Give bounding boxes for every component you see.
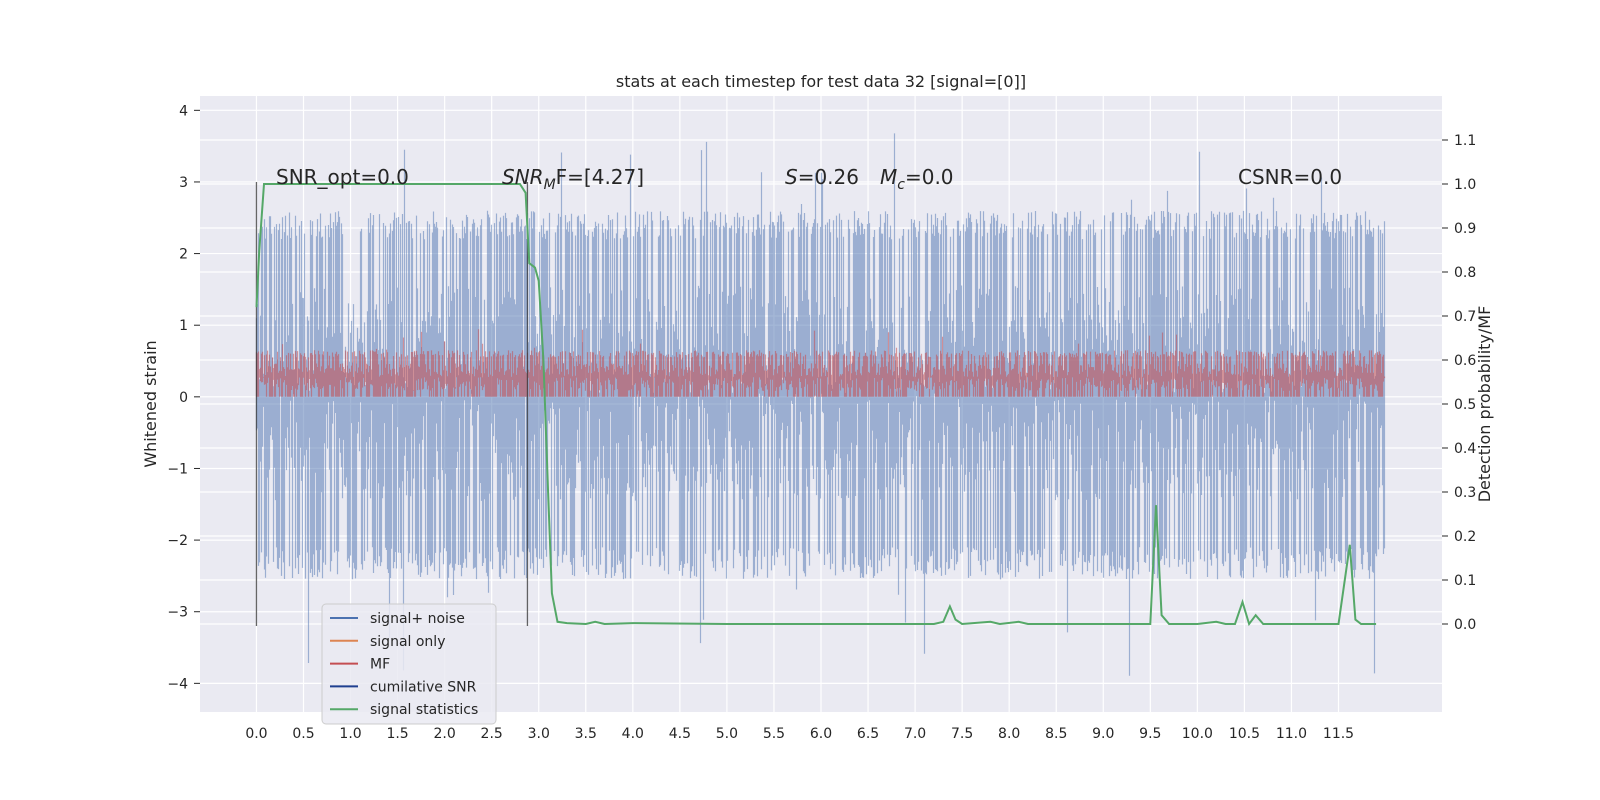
- series-line-signal-statistics: [255, 183, 1377, 627]
- y-right-tick-label: 0.3: [1454, 485, 1476, 501]
- legend-box: [321, 603, 497, 725]
- y-left-tick-label: −2: [167, 533, 188, 549]
- y-right-tick-label: 1.1: [1454, 133, 1476, 149]
- chart-title: stats at each timestep for test data 32 …: [616, 72, 1026, 91]
- x-tick-label: 9.5: [1139, 726, 1161, 742]
- x-tick-label: 9.0: [1092, 726, 1114, 742]
- y-right-tick-label: 0.8: [1454, 265, 1476, 281]
- y-left-tick-label: 2: [179, 247, 188, 263]
- annotation-csnr: CSNR=0.0: [1238, 165, 1342, 189]
- x-axis-ticks: 0.0 0.5 1.0 1.5 2.0 2.5 3.0 3.5 4.0 4.5 5.0 5.5 6.0 6…: [245, 726, 1354, 742]
- y-left-tick-label: 0: [179, 390, 188, 406]
- annotation-snr-mf: SNRMF=[4.27]: [502, 165, 644, 193]
- x-tick-label: 3.0: [528, 726, 550, 742]
- x-tick-label: 4.5: [669, 726, 691, 742]
- y-left-tick-label: 3: [179, 175, 188, 191]
- x-tick-label: 6.5: [857, 726, 879, 742]
- legend-label: signal statistics: [370, 702, 478, 718]
- x-tick-label: 0.0: [245, 726, 267, 742]
- y-right-tick-label: 0.1: [1454, 573, 1476, 589]
- x-tick-label: 7.0: [904, 726, 926, 742]
- x-tick-label: 8.0: [998, 726, 1020, 742]
- x-tick-label: 5.0: [716, 726, 738, 742]
- x-tick-label: 2.0: [434, 726, 456, 742]
- x-tick-label: 10.5: [1229, 726, 1260, 742]
- x-tick-label: 4.0: [622, 726, 644, 742]
- x-tick-label: 11.5: [1323, 726, 1354, 742]
- x-tick-label: 2.5: [481, 726, 503, 742]
- legend: signal+ noise signal only MF cumilative SNR…: [321, 603, 497, 725]
- x-tick-label: 8.5: [1045, 726, 1067, 742]
- y-right-tick-label: 1.0: [1454, 177, 1476, 193]
- annotation-s-stat: S=0.26: [785, 165, 859, 189]
- y-left-tick-label: −1: [167, 461, 188, 477]
- x-tick-label: 0.5: [292, 726, 314, 742]
- x-tick-label: 7.5: [951, 726, 973, 742]
- annotation-mc: Mc=0.0: [880, 165, 954, 193]
- vertical-markers: [255, 181, 529, 627]
- y-right-tick-label: 0.0: [1454, 617, 1476, 633]
- y-right-tick-label: 0.2: [1454, 529, 1476, 545]
- y-right-tick-label: 0.6: [1454, 353, 1476, 369]
- y-left-tick-label: −4: [167, 676, 188, 692]
- y-left-tick-label: 1: [179, 318, 188, 334]
- y-left-tick-label: −3: [167, 605, 188, 621]
- y-right-tick-label: 0.4: [1454, 441, 1476, 457]
- y-right-tick-label: 0.7: [1454, 309, 1476, 325]
- x-tick-label: 5.5: [763, 726, 785, 742]
- x-tick-label: 6.0: [810, 726, 832, 742]
- annotation-snr-opt: SNR_opt=0.0: [276, 165, 409, 189]
- x-tick-label: 10.0: [1182, 726, 1213, 742]
- x-tick-label: 3.5: [575, 726, 597, 742]
- legend-label: signal+ noise: [370, 611, 465, 627]
- y-axis-left-label: Whitened strain: [141, 340, 160, 467]
- legend-label: cumilative SNR: [370, 679, 477, 695]
- x-tick-label: 11.0: [1276, 726, 1307, 742]
- y-axis-right-ticks: 1.1 1.0 0.9 0.8 0.7 0.6 0.5 0.4 0.3 0.2 0.1 0.0: [1442, 133, 1476, 633]
- legend-label: MF: [370, 657, 390, 673]
- line-layer: [255, 183, 1377, 627]
- y-axis-right-label: Detection probability/MF: [1475, 306, 1494, 503]
- x-tick-label: 1.0: [339, 726, 361, 742]
- y-left-tick-label: 4: [179, 103, 188, 119]
- y-right-tick-label: 0.5: [1454, 397, 1476, 413]
- y-right-tick-label: 0.9: [1454, 221, 1476, 237]
- x-tick-label: 1.5: [386, 726, 408, 742]
- legend-label: signal only: [370, 634, 445, 650]
- y-axis-left-ticks: 4 3 2 1 0 −1 −2 −3 −4: [167, 103, 200, 692]
